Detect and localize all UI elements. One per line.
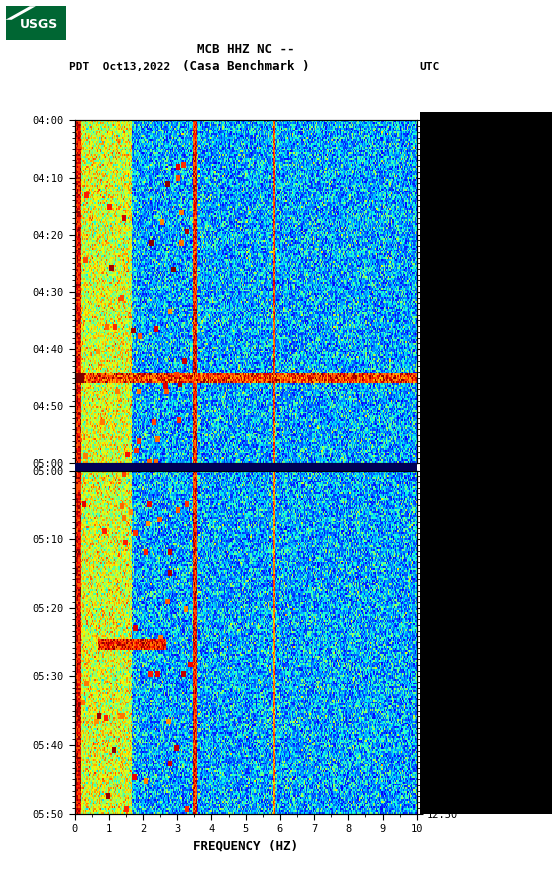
Text: MCB HHZ NC --: MCB HHZ NC -- [197, 43, 294, 55]
Polygon shape [6, 6, 36, 20]
Text: PDT  Oct13,2022: PDT Oct13,2022 [69, 62, 170, 72]
X-axis label: FREQUENCY (HZ): FREQUENCY (HZ) [193, 839, 298, 853]
Text: (Casa Benchmark ): (Casa Benchmark ) [182, 61, 309, 73]
Text: USGS: USGS [20, 19, 58, 31]
Text: UTC: UTC [420, 62, 440, 72]
